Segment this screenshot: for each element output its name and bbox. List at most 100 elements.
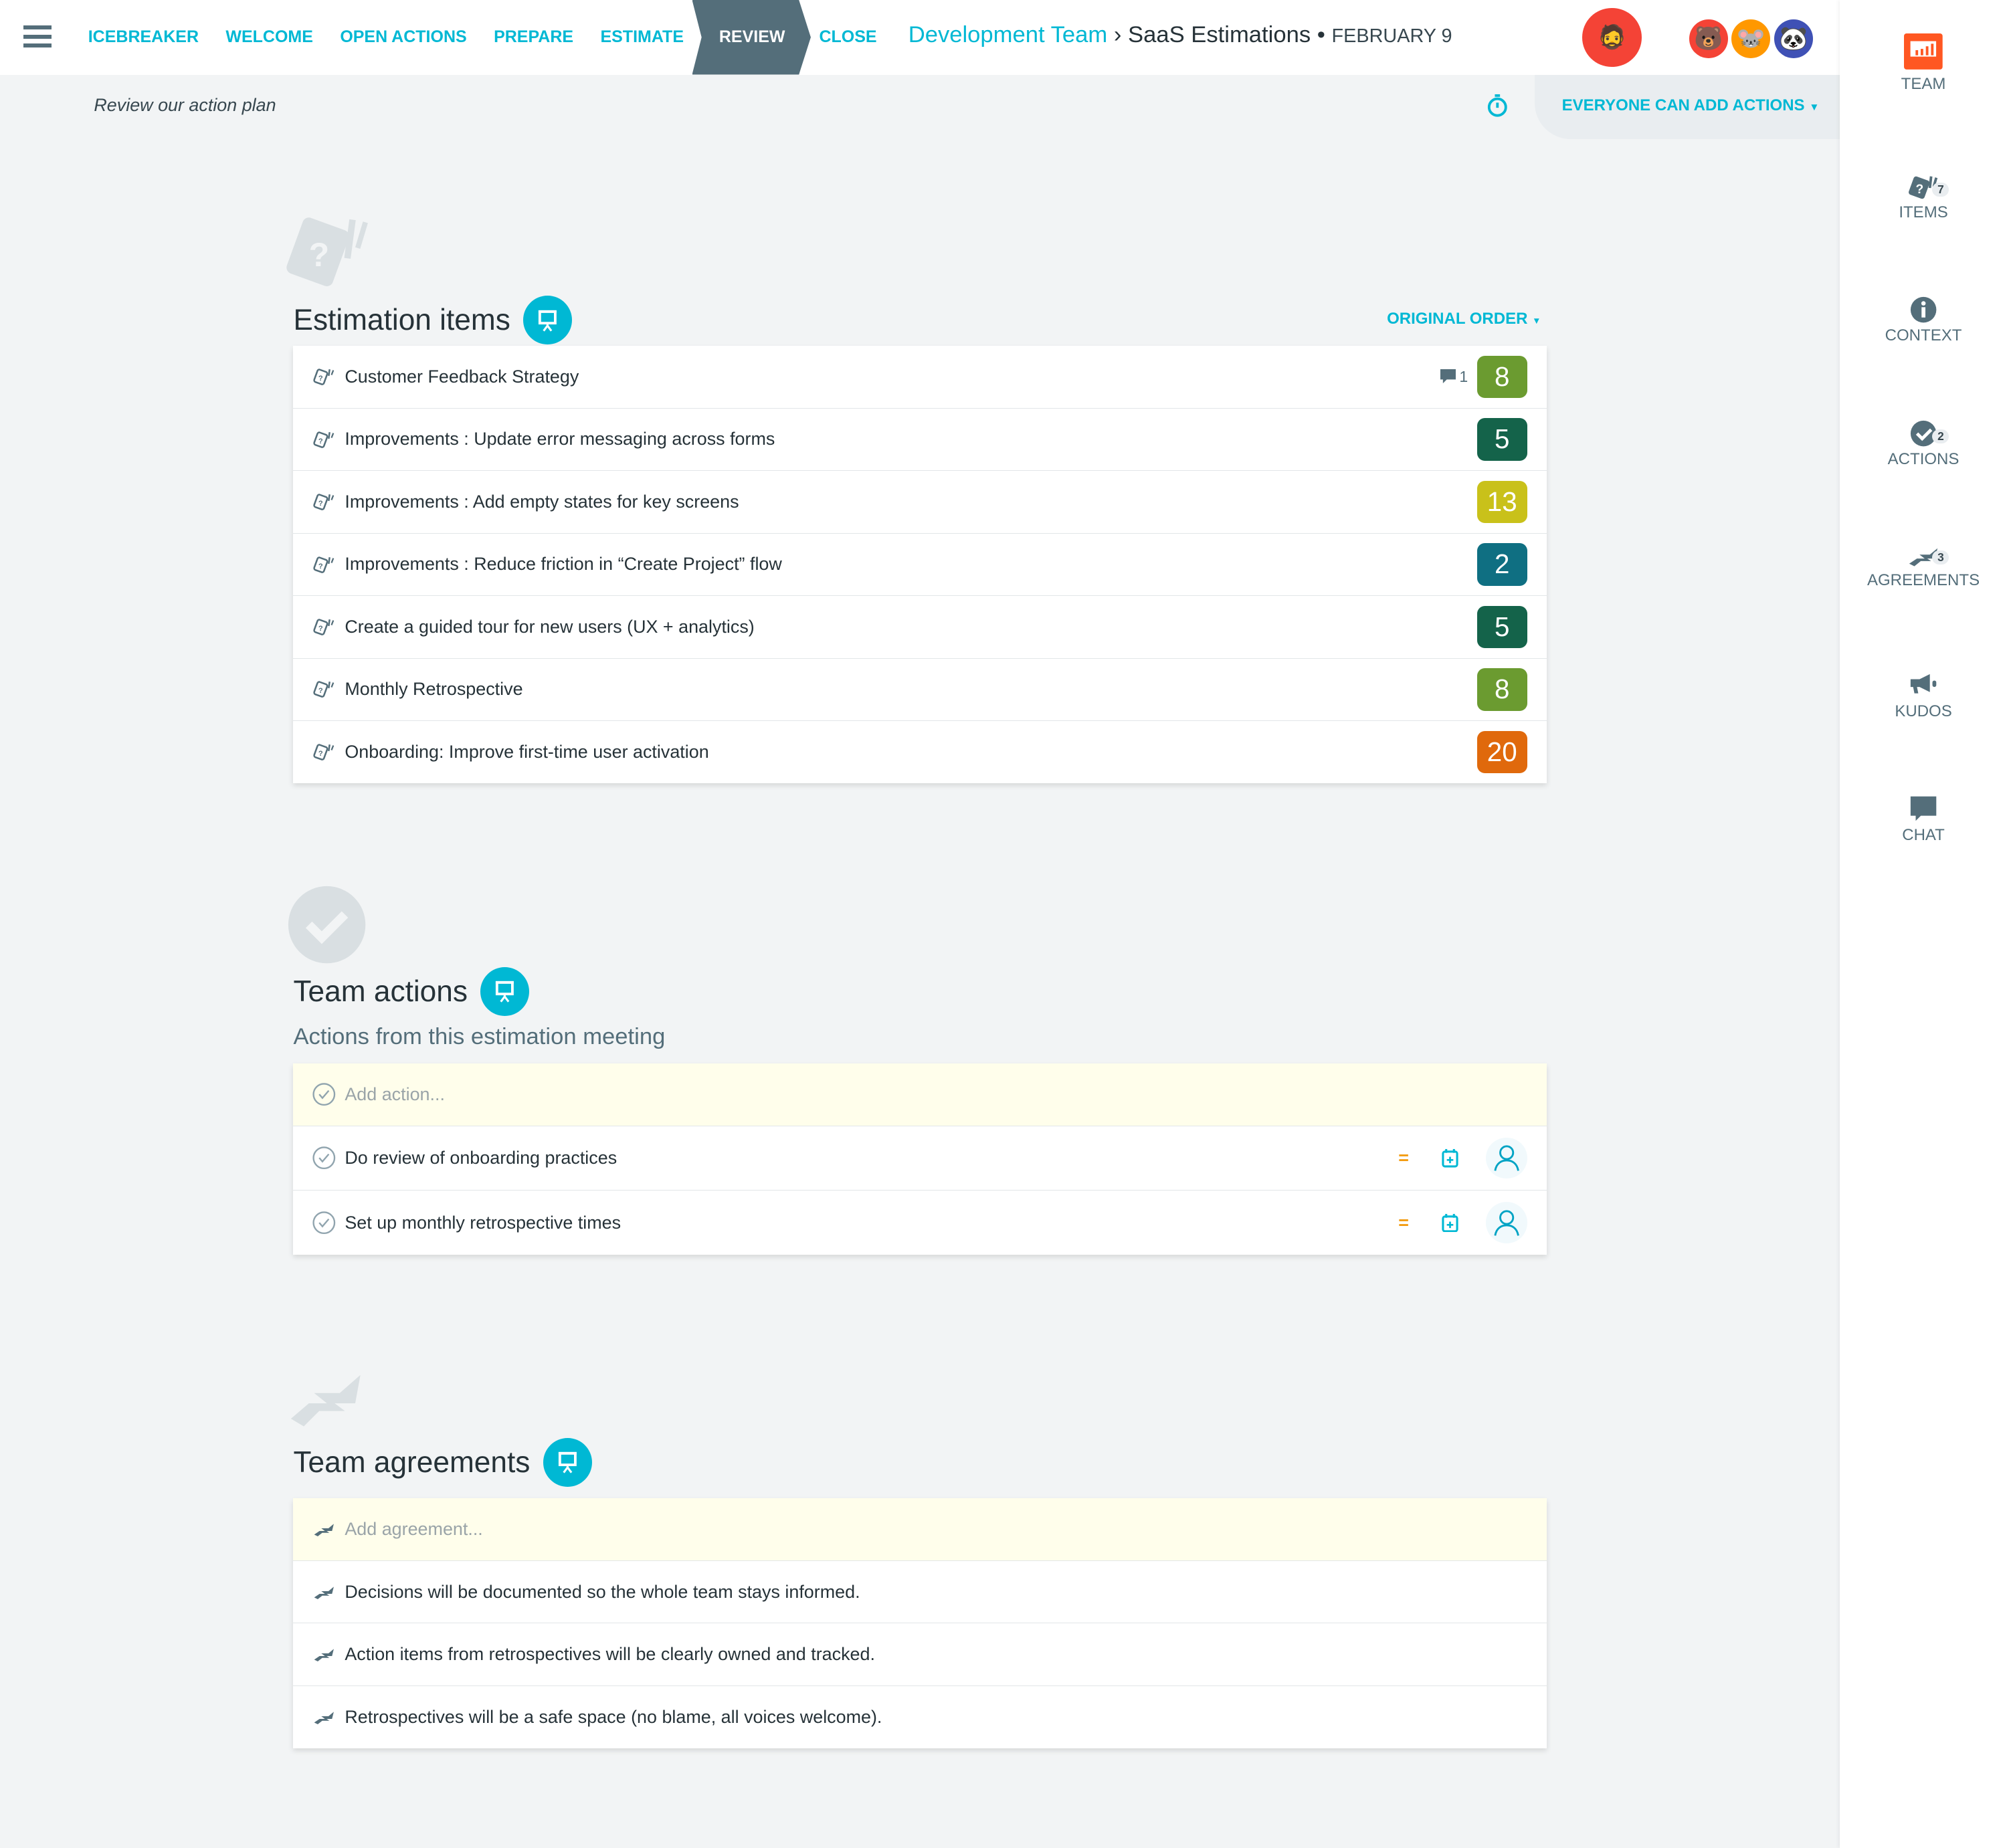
estimation-item[interactable]: ? Create a guided tour for new users (UX … <box>293 596 1547 659</box>
svg-text:?: ? <box>318 625 323 633</box>
sidebar-item-context[interactable]: CONTEXT <box>1840 288 2007 346</box>
sidebar-label: AGREEMENTS <box>1867 571 1980 589</box>
sidebar-item-chat[interactable]: CHAT <box>1840 787 2007 845</box>
due-date-button[interactable] <box>1427 1148 1473 1168</box>
nav-estimate[interactable]: ESTIMATE <box>600 27 684 46</box>
item-title: Onboarding: Improve first-time user acti… <box>345 742 709 762</box>
nav-close[interactable]: CLOSE <box>819 27 877 46</box>
sidebar-item-items[interactable]: ? 7 ITEMS <box>1840 165 2007 222</box>
agreement-item[interactable]: Action items from retrospectives will be… <box>293 1623 1547 1686</box>
nav-icebreaker[interactable]: ICEBREAKER <box>88 27 199 46</box>
chevron-down-icon: ▼ <box>1809 102 1820 114</box>
permission-label: EVERYONE CAN ADD ACTIONS <box>1561 96 1805 115</box>
present-button[interactable] <box>543 1438 592 1487</box>
item-title: Customer Feedback Strategy <box>345 367 579 387</box>
item-title: Improvements : Reduce friction in “Creat… <box>345 554 782 575</box>
estimate-badge[interactable]: 2 <box>1476 543 1527 586</box>
sidebar-item-actions[interactable]: 2 ACTIONS <box>1840 411 2007 469</box>
item-title: Monthly Retrospective <box>345 679 523 700</box>
user-avatar[interactable]: 🧔 <box>1582 7 1642 67</box>
complete-action-checkbox[interactable] <box>312 1209 336 1237</box>
section-title: Team agreements <box>293 1445 531 1479</box>
breadcrumb-session: SaaS Estimations <box>1128 21 1311 47</box>
svg-text:?: ? <box>318 687 323 695</box>
action-title: Set up monthly retrospective times <box>345 1212 622 1233</box>
handshake-icon <box>1909 548 1938 567</box>
right-sidebar: TEAM ? 7 ITEMS CONTEXT 2 ACTIONS 3 AGREEM… <box>1840 0 2007 1848</box>
svg-text:?: ? <box>318 562 323 570</box>
participant-avatar-mouse[interactable]: 🐭 <box>1731 19 1771 58</box>
estimation-item[interactable]: ? Customer Feedback Strategy 1 8 <box>293 346 1547 409</box>
action-title: Do review of onboarding practices <box>345 1147 617 1168</box>
estimate-badge[interactable]: 13 <box>1476 480 1527 524</box>
calendar-icon <box>1442 1213 1458 1233</box>
sidebar-label: CHAT <box>1902 825 1945 844</box>
menu-icon[interactable] <box>23 25 52 48</box>
presentation-icon <box>558 1452 577 1473</box>
participant-avatar-panda[interactable]: 🐼 <box>1774 19 1813 58</box>
actions-count: 2 <box>1932 429 1949 444</box>
sidebar-item-team[interactable]: TEAM <box>1840 33 2007 94</box>
sidebar-item-agreements[interactable]: 3 AGREEMENTS <box>1840 532 2007 590</box>
breadcrumb-team[interactable]: Development Team <box>908 21 1108 47</box>
add-action-input[interactable]: Add action... <box>293 1063 1547 1126</box>
actions-list: Add action... Do review of onboarding pr… <box>293 1063 1547 1255</box>
sidebar-label: CONTEXT <box>1885 326 1962 345</box>
handshake-icon <box>312 1644 336 1665</box>
megaphone-icon <box>1910 674 1937 694</box>
estimate-badge[interactable]: 8 <box>1476 668 1527 711</box>
due-date-button[interactable] <box>1427 1213 1473 1233</box>
items-count: 7 <box>1932 183 1949 197</box>
priority-button[interactable]: = <box>1398 1147 1409 1168</box>
action-item[interactable]: Do review of onboarding practices = <box>293 1126 1547 1191</box>
permission-dropdown[interactable]: EVERYONE CAN ADD ACTIONS ▼ <box>1535 74 1840 139</box>
card-icon: ? <box>312 679 336 700</box>
sort-order-dropdown[interactable]: ORIGINAL ORDER ▼ <box>1387 310 1541 328</box>
svg-text:?: ? <box>1915 182 1923 196</box>
check-circle-icon <box>1910 420 1937 447</box>
add-agreement-placeholder: Add agreement... <box>345 1519 483 1540</box>
nav-welcome[interactable]: WELCOME <box>225 27 313 46</box>
estimate-badge[interactable]: 20 <box>1476 731 1527 774</box>
estimation-item[interactable]: ? Improvements : Update error messaging a… <box>293 409 1547 472</box>
complete-action-checkbox[interactable] <box>312 1144 336 1172</box>
nav-open-actions[interactable]: OPEN ACTIONS <box>340 27 467 46</box>
estimation-item[interactable]: ? Improvements : Add empty states for key… <box>293 471 1547 534</box>
item-title: Improvements : Update error messaging ac… <box>345 429 775 449</box>
info-icon <box>1910 297 1937 323</box>
sidebar-label: KUDOS <box>1895 702 1952 720</box>
agreements-list: Add agreement... Decisions will be docum… <box>293 1498 1547 1749</box>
present-button[interactable] <box>523 296 573 345</box>
sidebar-label: ITEMS <box>1899 203 1948 221</box>
estimate-badge[interactable]: 8 <box>1476 355 1527 399</box>
cards-section-icon: ? <box>286 217 368 287</box>
check-circle-outline-icon <box>312 1080 336 1108</box>
presentation-icon <box>539 310 557 332</box>
add-agreement-input[interactable]: Add agreement... <box>293 1498 1547 1561</box>
present-button[interactable] <box>480 967 530 1017</box>
nav-review[interactable]: REVIEW <box>692 0 811 75</box>
assignee-button[interactable] <box>1486 1202 1527 1243</box>
card-icon: ? <box>312 367 336 387</box>
actions-subtitle: Actions from this estimation meeting <box>293 1023 666 1049</box>
estimation-item[interactable]: ? Monthly Retrospective 8 <box>293 659 1547 722</box>
priority-button[interactable]: = <box>1398 1212 1409 1233</box>
breadcrumb-separator: › <box>1113 21 1122 47</box>
agreement-item[interactable]: Decisions will be documented so the whol… <box>293 1561 1547 1624</box>
timer-icon[interactable] <box>1486 94 1509 117</box>
action-item[interactable]: Set up monthly retrospective times = <box>293 1191 1546 1255</box>
user-icon <box>1494 1145 1519 1171</box>
comment-count[interactable]: 1 <box>1440 368 1468 386</box>
check-section-icon <box>288 886 366 964</box>
nav-prepare[interactable]: PREPARE <box>494 27 574 46</box>
agreement-item[interactable]: Retrospectives will be a safe space (no … <box>293 1686 1546 1748</box>
estimate-badge[interactable]: 5 <box>1476 418 1527 461</box>
actions-heading: Team actions <box>293 967 530 1017</box>
chat-icon <box>1910 796 1937 821</box>
assignee-button[interactable] <box>1486 1137 1527 1179</box>
estimate-badge[interactable]: 5 <box>1476 605 1527 649</box>
estimation-item[interactable]: ? Onboarding: Improve first-time user act… <box>293 721 1546 783</box>
sidebar-item-kudos[interactable]: KUDOS <box>1840 661 2007 721</box>
estimation-item[interactable]: ? Improvements : Reduce friction in “Crea… <box>293 534 1547 597</box>
participant-avatar-bear[interactable]: 🐻 <box>1689 19 1728 58</box>
